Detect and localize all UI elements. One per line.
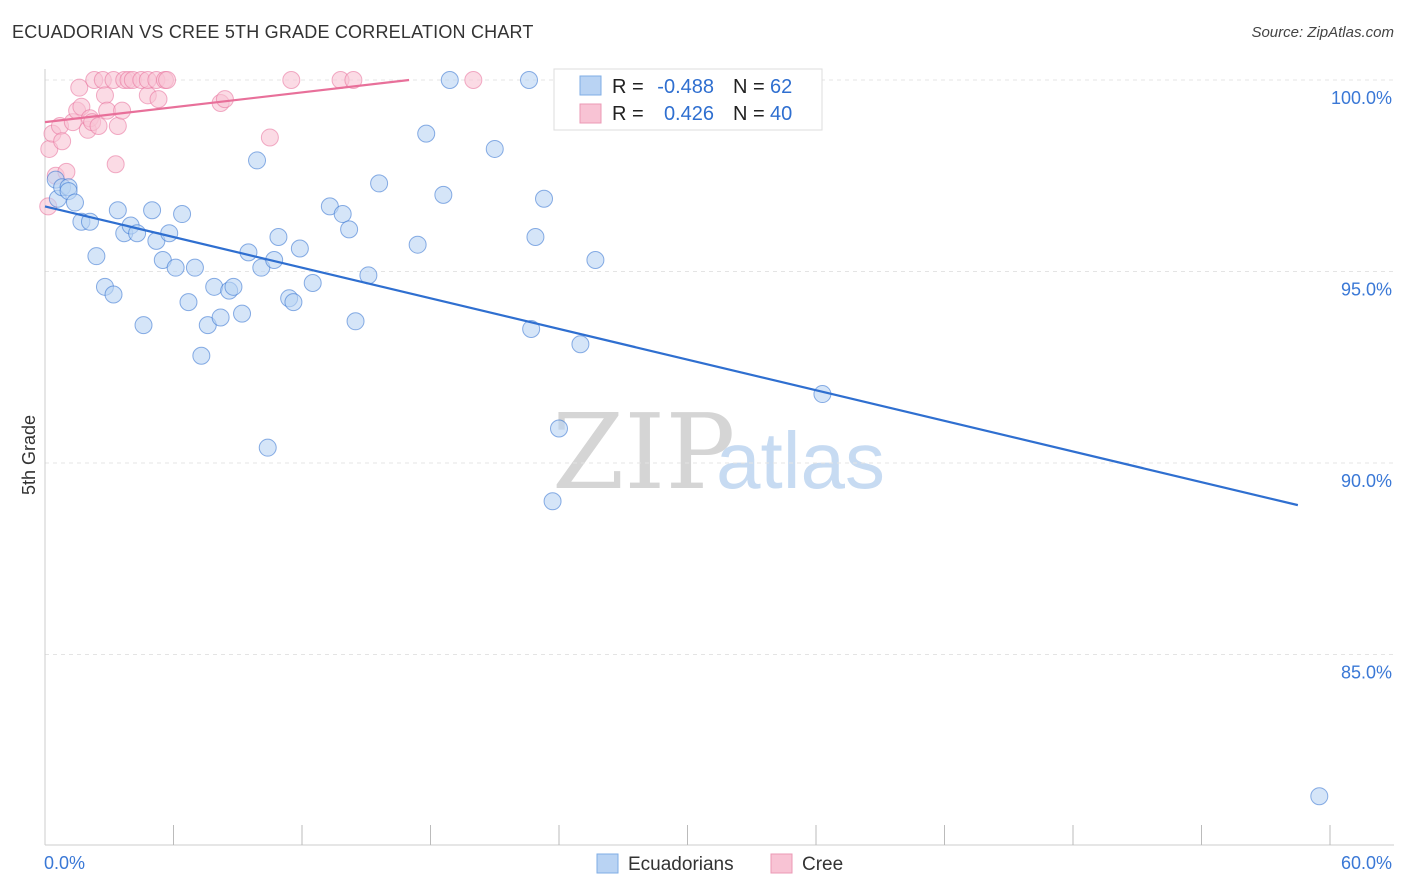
point-ecuadorians [303, 273, 322, 292]
legend-label-cree: Cree [802, 854, 843, 875]
point-ecuadorians [134, 316, 153, 335]
point-cree [158, 71, 177, 89]
y-tick-label: 85.0% [1341, 663, 1392, 683]
point-ecuadorians [108, 201, 127, 220]
point-ecuadorians [440, 71, 459, 89]
watermark: ZIP atlas [552, 391, 885, 513]
point-ecuadorians [179, 293, 198, 312]
point-ecuadorians [370, 174, 389, 193]
point-ecuadorians [333, 205, 352, 224]
point-ecuadorians [87, 247, 106, 266]
point-ecuadorians [586, 251, 605, 270]
point-ecuadorians [173, 205, 192, 224]
stats-r-value-ecuadorians: -0.488 [657, 76, 714, 98]
point-ecuadorians [543, 492, 562, 511]
stats-legend-swatch-ecuadorians [579, 75, 602, 96]
stats-legend-swatch-cree [579, 103, 602, 124]
y-tick-label: 95.0% [1341, 280, 1392, 300]
legend-swatch-cree [770, 853, 793, 874]
point-ecuadorians [417, 124, 436, 143]
point-ecuadorians [211, 308, 230, 327]
stats-r-label-cree: R = [612, 103, 644, 125]
point-ecuadorians [520, 71, 539, 89]
point-ecuadorians [166, 258, 185, 277]
point-ecuadorians [269, 228, 288, 247]
legend-label-ecuadorians: Ecuadorians [628, 854, 734, 875]
stats-n-value-ecuadorians: 62 [770, 76, 792, 98]
point-cree [53, 132, 72, 151]
point-ecuadorians [224, 277, 243, 296]
point-cree [89, 116, 108, 135]
watermark-zip: ZIP [552, 391, 735, 513]
point-ecuadorians [160, 224, 179, 243]
point-cree [106, 155, 125, 174]
stats-r-value-cree: 0.426 [664, 103, 714, 125]
point-ecuadorians [239, 243, 258, 262]
point-cree [149, 90, 168, 109]
point-cree [282, 71, 301, 89]
point-ecuadorians [408, 235, 427, 254]
point-ecuadorians [522, 319, 541, 338]
stats-n-value-cree: 40 [770, 103, 792, 125]
point-ecuadorians [284, 293, 303, 312]
legend-swatch-ecuadorians [596, 853, 619, 874]
y-axis-label: 5th Grade [19, 415, 39, 495]
source-label: Source: ZipAtlas.com [1251, 24, 1394, 41]
series-ecuadorians [46, 71, 1329, 806]
point-ecuadorians [340, 220, 359, 239]
point-ecuadorians [290, 239, 309, 258]
trend-line-ecuadorians [44, 205, 1299, 507]
point-cree [260, 128, 279, 147]
point-cree [344, 71, 363, 89]
point-ecuadorians [258, 438, 277, 457]
point-ecuadorians [104, 285, 123, 304]
point-cree [70, 78, 89, 97]
stats-n-label-ecuadorians: N = [733, 76, 765, 98]
watermark-atlas: atlas [716, 416, 885, 505]
point-ecuadorians [346, 312, 365, 331]
series-legend: Ecuadorians Cree [596, 853, 843, 875]
point-ecuadorians [434, 185, 453, 204]
point-ecuadorians [192, 346, 211, 365]
point-cree [113, 101, 132, 120]
point-ecuadorians [485, 139, 504, 158]
y-axis-ticks: 100.0% 95.0% 90.0% 85.0% [1331, 88, 1392, 683]
x-axis-ticks: 0.0% 60.0% [44, 825, 1392, 873]
point-ecuadorians [526, 228, 545, 247]
point-cree [108, 116, 127, 135]
y-tick-label: 100.0% [1331, 88, 1392, 108]
y-tick-label: 90.0% [1341, 471, 1392, 491]
point-ecuadorians [571, 335, 590, 354]
point-cree [464, 71, 483, 89]
point-ecuadorians [550, 419, 568, 438]
point-ecuadorians [248, 151, 267, 170]
x-tick-label: 0.0% [44, 853, 85, 873]
point-ecuadorians [535, 189, 554, 208]
point-ecuadorians [65, 193, 84, 212]
trend-line-cree [44, 78, 410, 124]
trend-lines [44, 78, 1299, 507]
point-cree [215, 90, 234, 109]
x-tick-label: 60.0% [1341, 853, 1392, 873]
point-ecuadorians [233, 304, 252, 323]
point-ecuadorians [143, 201, 162, 220]
point-ecuadorians [185, 258, 204, 277]
stats-r-label-ecuadorians: R = [612, 76, 644, 98]
point-ecuadorians [205, 277, 224, 296]
stats-n-label-cree: N = [733, 103, 765, 125]
chart-title: ECUADORIAN VS CREE 5TH GRADE CORRELATION… [12, 22, 534, 42]
stats-legend: R = -0.488 N = 62 R = 0.426 N = 40 [553, 68, 823, 131]
point-cree [95, 86, 114, 105]
series-cree [39, 71, 483, 216]
point-ecuadorians [1310, 787, 1329, 806]
